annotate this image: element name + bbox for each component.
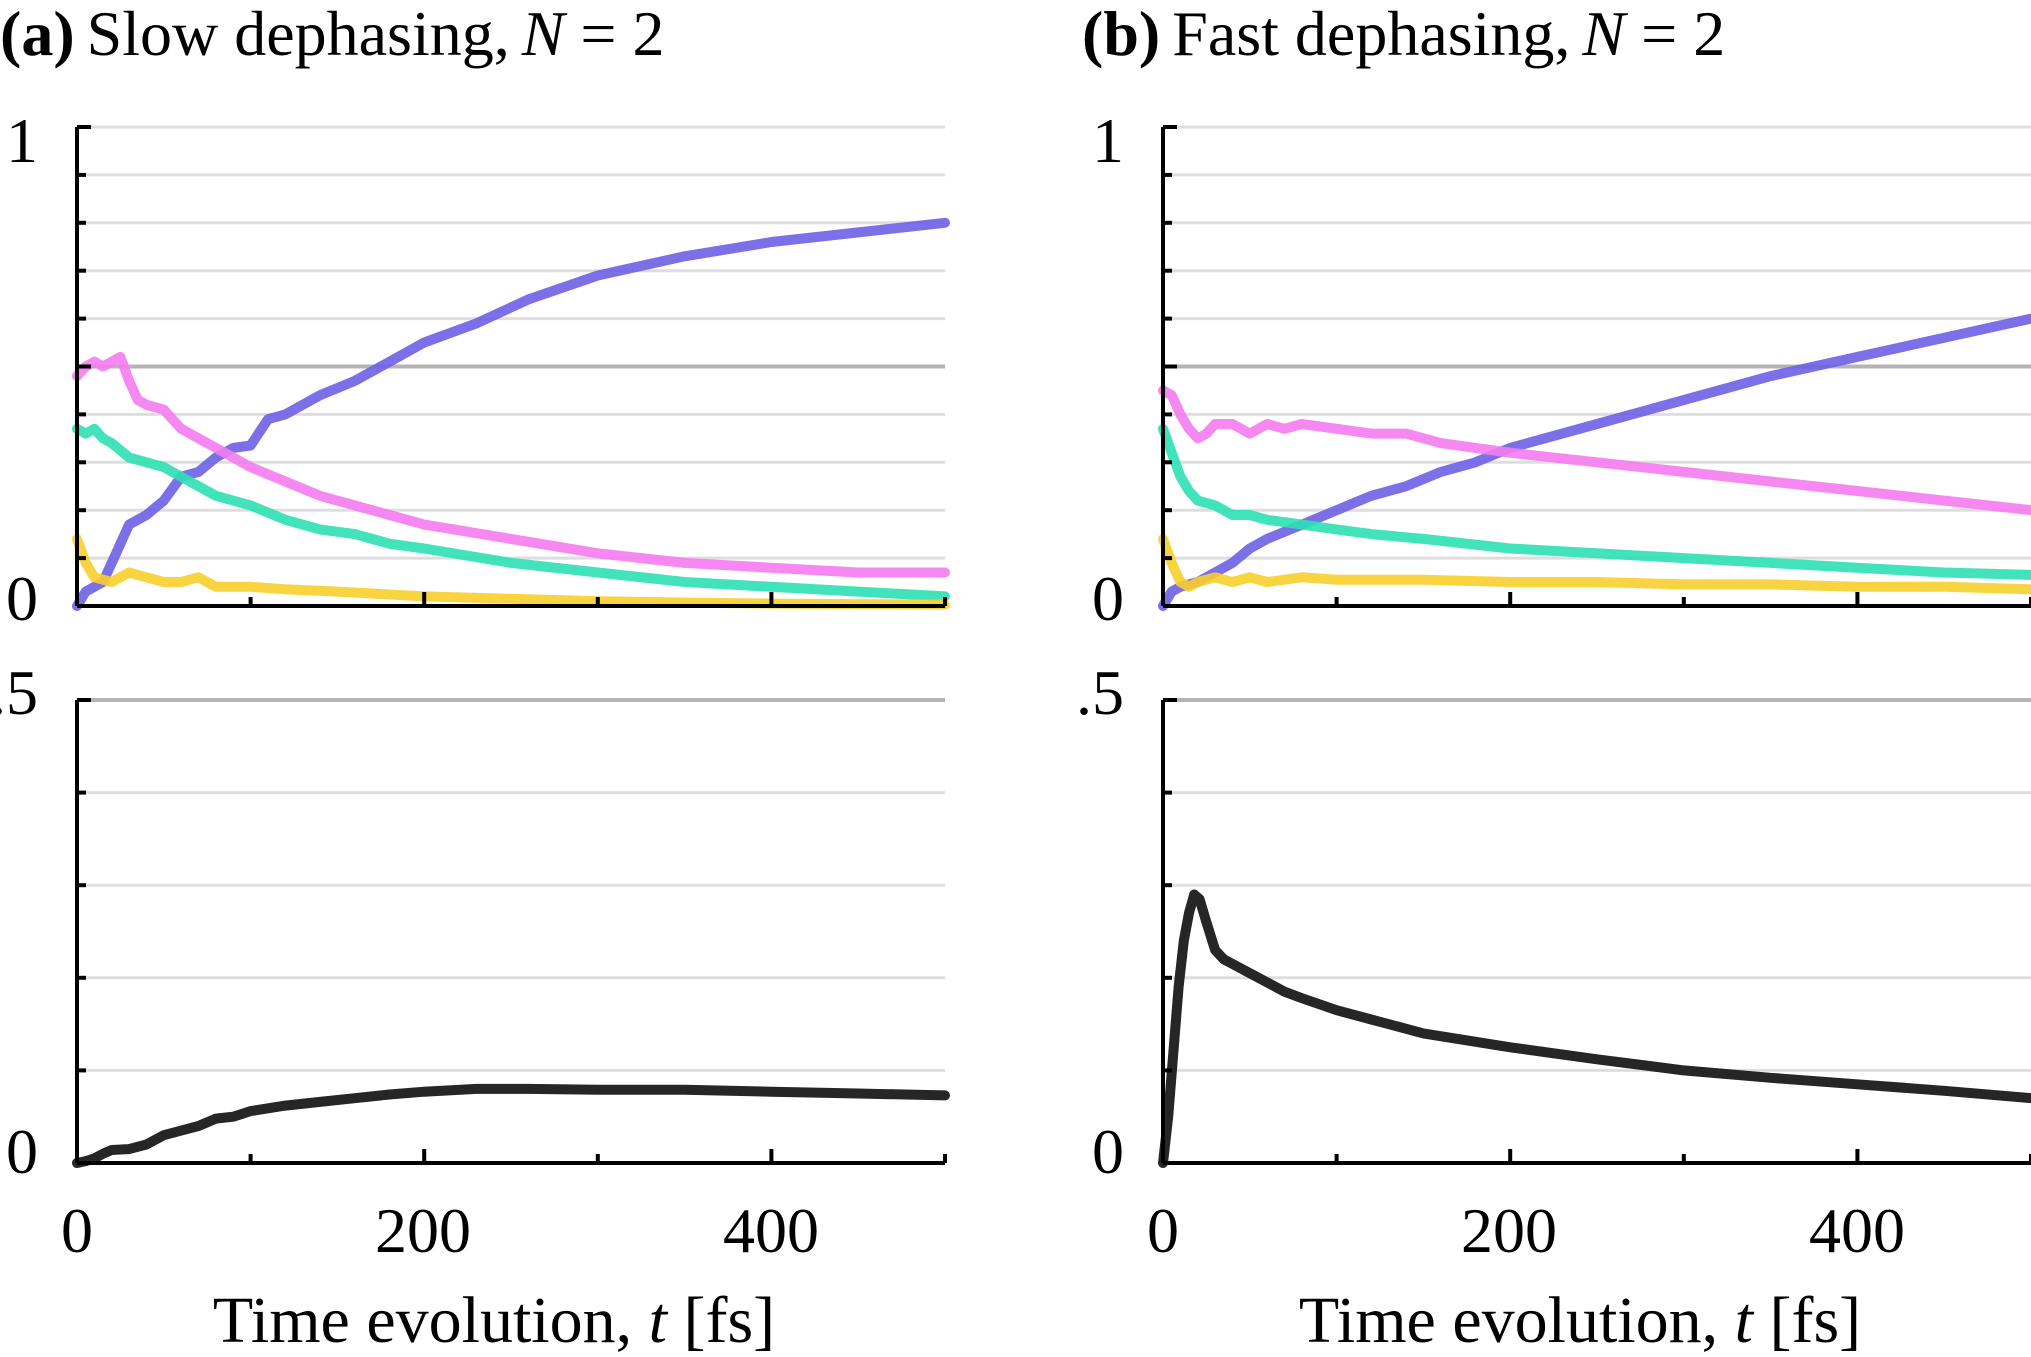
x-tick-b-200: 200: [1461, 1195, 1557, 1266]
x-label-b-unit: [fs]: [1753, 1284, 1861, 1357]
series-line-teal: [72, 423, 950, 602]
series-line-magenta: [1158, 385, 2031, 516]
panel-b-title: (b) Fast dephasing, N = 2: [1082, 0, 1725, 69]
x-axis-label-b: Time evolution, t [fs]: [1299, 1284, 1861, 1357]
plot-a-top: [72, 125, 950, 611]
panel-b-label: (b): [1082, 0, 1160, 69]
panel-b-title-text: Fast dephasing,: [1172, 0, 1570, 69]
panel-b-title-var: N: [1581, 0, 1628, 69]
series-line-yellow: [72, 533, 950, 610]
x-label-b-var: t: [1735, 1284, 1755, 1357]
series-line-blue: [72, 217, 950, 611]
plot-b-top: [1158, 125, 2031, 611]
x-label-a-unit: [fs]: [667, 1284, 775, 1357]
x-label-a-var: t: [649, 1284, 669, 1357]
panel-b-title-eq: = 2: [1625, 0, 1725, 69]
x-axis-label-a: Time evolution, t [fs]: [213, 1284, 775, 1357]
panel-a-title-eq: = 2: [564, 0, 664, 69]
y-tick-b-bot-half: .5: [1076, 657, 1124, 728]
x-label-b-text: Time evolution,: [1299, 1284, 1735, 1357]
x-tick-a-0: 0: [61, 1195, 93, 1266]
y-tick-b-top-0: 0: [1092, 563, 1124, 634]
y-tick-a-top-1: 1: [6, 105, 38, 176]
y-tick-b-bot-0: 0: [1092, 1116, 1124, 1187]
series-line-black: [72, 1083, 950, 1168]
y-tick-b-top-1: 1: [1092, 105, 1124, 176]
plot-a-bottom: [72, 698, 950, 1168]
x-tick-b-400: 400: [1809, 1195, 1905, 1266]
panel-a-title: (a) Slow dephasing, N = 2: [0, 0, 665, 69]
x-tick-b-0: 0: [1147, 1195, 1179, 1266]
series-line-black: [1158, 889, 2031, 1168]
x-tick-a-400: 400: [723, 1195, 819, 1266]
series-line-teal: [1158, 423, 2031, 580]
series-line-yellow: [1158, 533, 2031, 595]
plot-b-bottom: [1158, 698, 2031, 1168]
y-tick-a-bot-0: 0: [6, 1116, 38, 1187]
y-tick-a-top-0: 0: [6, 563, 38, 634]
panel-a-title-text: Slow dephasing,: [87, 0, 510, 69]
x-label-a-text: Time evolution,: [213, 1284, 649, 1357]
panel-a-label: (a): [0, 0, 75, 69]
series-line-magenta: [72, 351, 950, 578]
x-tick-a-200: 200: [375, 1195, 471, 1266]
panel-a-title-var: N: [521, 0, 568, 69]
y-tick-a-bot-half: .5: [0, 657, 38, 728]
